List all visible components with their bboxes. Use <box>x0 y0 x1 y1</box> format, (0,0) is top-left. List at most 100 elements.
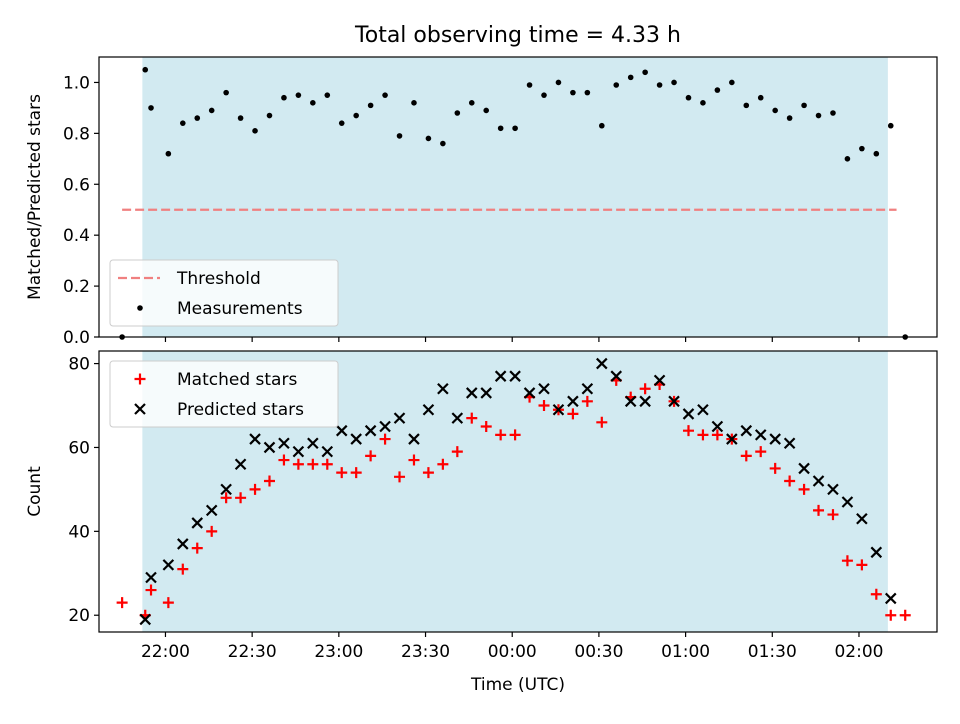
measurement-point <box>570 89 576 96</box>
predicted-stars-point <box>581 382 594 395</box>
legend-predicted-swatch <box>134 403 146 415</box>
measurement-point <box>859 145 865 152</box>
matched-stars-point <box>365 450 377 462</box>
y-tick-label: 20 <box>68 606 90 626</box>
y-tick-label: 60 <box>68 438 90 458</box>
axes-frame <box>98 350 938 633</box>
matched-stars-point <box>466 412 478 424</box>
predicted-stars-point <box>567 395 579 408</box>
matched-stars-point <box>451 446 463 458</box>
predicted-stars-point <box>711 420 724 433</box>
predicted-stars-point <box>884 592 897 605</box>
predicted-stars-point <box>538 382 550 395</box>
measurement-point <box>497 125 504 132</box>
predicted-stars-point <box>870 546 883 559</box>
predicted-stars-point <box>610 370 623 382</box>
predicted-stars-point <box>596 357 608 370</box>
matched-stars-point <box>870 588 882 600</box>
matched-stars-point <box>263 475 275 487</box>
measurement-point <box>815 112 822 119</box>
x-tick-label: 23:30 <box>401 642 450 662</box>
axes-frame <box>98 56 938 338</box>
measurement-point <box>873 150 880 157</box>
predicted-stars-point <box>191 517 204 529</box>
measurement-point <box>310 100 316 106</box>
matched-stars-point <box>581 395 593 407</box>
predicted-stars-point <box>624 395 637 408</box>
matched-stars-point <box>856 559 868 571</box>
matched-stars-point <box>350 467 362 479</box>
predicted-stars-point <box>335 424 348 437</box>
predicted-stars-point <box>379 420 391 433</box>
measurement-point <box>656 82 663 88</box>
measurement-point <box>266 112 273 119</box>
y-tick-label: 0.2 <box>63 277 90 297</box>
predicted-stars-point <box>639 395 651 408</box>
predicted-stars-point <box>307 437 319 450</box>
figure-title: Total observing time = 4.33 h <box>354 23 681 48</box>
predicted-stars-point <box>754 429 767 441</box>
predicted-stars-point <box>350 433 362 445</box>
measurement-point <box>512 125 518 132</box>
y-axis-label: Count <box>25 466 45 517</box>
predicted-stars-point <box>494 370 507 382</box>
predicted-stars-point <box>769 433 781 445</box>
x-axis-label: Time (UTC) <box>470 675 565 695</box>
matched-stars-point <box>639 383 651 395</box>
legend-box <box>109 259 339 327</box>
x-tick-label: 01:30 <box>748 642 797 662</box>
predicted-stars-point <box>139 613 152 626</box>
predicted-stars-point <box>451 412 464 424</box>
x-tick-label: 00:30 <box>574 642 623 662</box>
measurement-point <box>454 110 461 116</box>
matched-stars-point <box>813 504 825 516</box>
measurement-point <box>714 87 721 93</box>
predicted-stars-point <box>422 403 435 416</box>
x-tick-label: 00:00 <box>488 642 537 662</box>
measurement-point <box>555 79 562 86</box>
y-tick-label: 0.4 <box>63 226 90 246</box>
matched-stars-point <box>769 462 781 474</box>
x-tick-label: 01:00 <box>661 642 710 662</box>
predicted-stars-point <box>205 504 218 517</box>
matched-stars-point <box>899 609 911 621</box>
predicted-stars-point <box>220 483 232 496</box>
matched-stars-point <box>682 425 694 437</box>
measurement-point <box>165 150 172 157</box>
matched-stars-point <box>408 454 420 466</box>
x-tick-label: 22:00 <box>141 642 190 662</box>
predicted-stars-point <box>437 382 449 395</box>
predicted-stars-point <box>249 433 261 445</box>
measurement-point <box>252 128 258 134</box>
matched-stars-point <box>827 509 839 521</box>
measurement-point <box>642 69 648 76</box>
predicted-stars-point <box>465 387 478 399</box>
y-tick-label: 0.0 <box>63 328 90 348</box>
predicted-stars-point <box>162 559 175 571</box>
x-tick-label: 02:00 <box>834 642 883 662</box>
measurement-point <box>411 100 417 106</box>
predicted-stars-point <box>145 571 157 584</box>
predicted-stars-point <box>480 387 492 399</box>
predicted-stars-point <box>393 412 406 424</box>
measurement-point <box>729 79 735 86</box>
predicted-stars-point <box>177 538 189 550</box>
y-tick-label: 1.0 <box>63 73 90 93</box>
predicted-stars-point <box>798 462 810 475</box>
matched-stars-point <box>509 429 521 441</box>
matched-stars-point <box>885 609 897 621</box>
measurement-point <box>786 115 793 121</box>
y-tick-label: 40 <box>68 522 90 542</box>
measurement-point <box>324 92 331 98</box>
measurement-point <box>627 74 634 81</box>
predicted-stars-point <box>552 403 565 416</box>
matched-stars-point <box>177 563 189 575</box>
measurement-point <box>526 82 533 88</box>
y-tick-label: 80 <box>68 355 90 375</box>
matched-stars-point <box>220 492 232 504</box>
ratio-panel: 0.0 0.2 0.4 0.6 0.8 1.0 Matched/Predicted star… <box>25 56 938 348</box>
matched-stars-point <box>841 555 853 567</box>
measurement-point <box>223 89 229 96</box>
predicted-stars-point <box>364 424 377 437</box>
